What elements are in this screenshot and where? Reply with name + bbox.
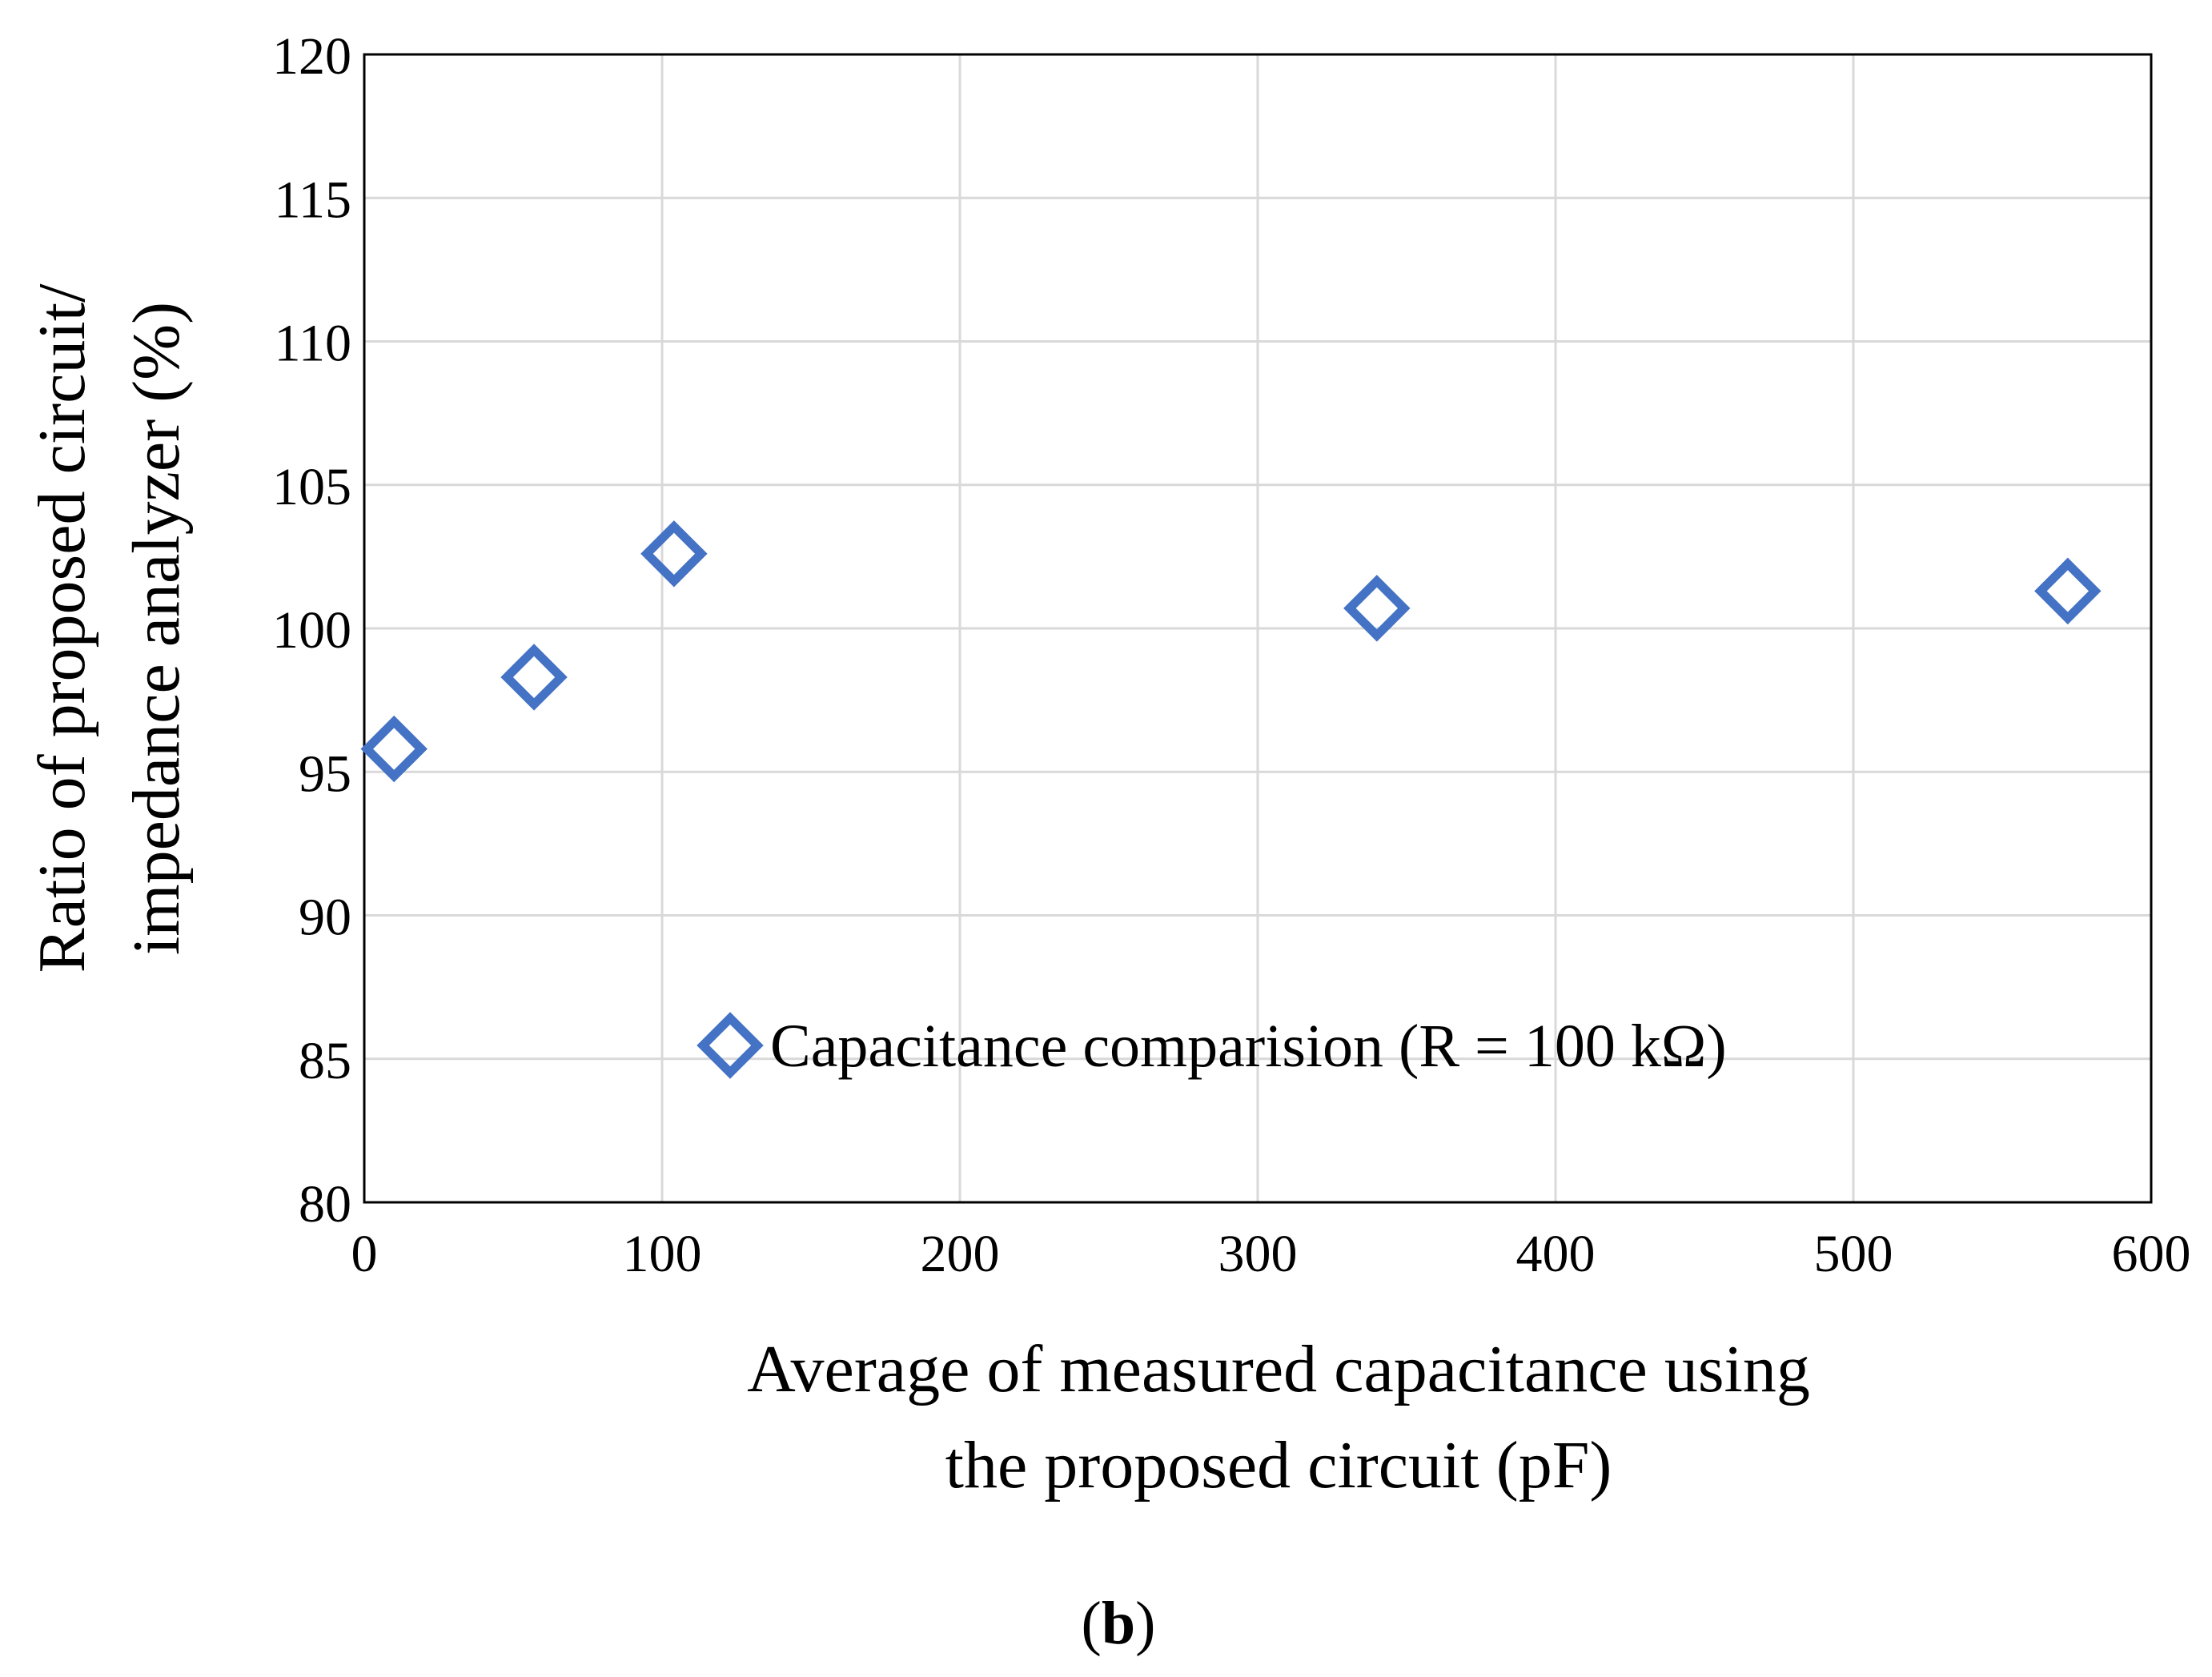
panel-label: (b) — [1082, 1590, 1156, 1657]
legend-marker-icon — [697, 1012, 764, 1079]
y-tick-label-1: 85 — [299, 1032, 351, 1090]
data-point-1 — [500, 644, 568, 711]
x-tick-label-0: 0 — [351, 1225, 378, 1283]
data-point-2 — [640, 520, 708, 588]
panel-label-close: ) — [1135, 1590, 1155, 1657]
y-tick-label-2: 90 — [299, 889, 351, 947]
y-tick-label-8: 120 — [272, 27, 351, 86]
y-tick-label-5: 105 — [272, 458, 351, 516]
y-axis-title-line-2: impedance analyzer (%) — [119, 302, 194, 955]
y-axis-title: Ratio of proposed circuit/ impedance ana… — [25, 283, 194, 973]
panel-label-letter: b — [1102, 1590, 1135, 1657]
data-points — [360, 520, 2102, 783]
legend-label: Capacitance comparision (R = 100 kΩ) — [770, 1013, 1727, 1080]
y-tick-label-0: 80 — [299, 1175, 351, 1234]
y-tick-label-3: 95 — [299, 744, 351, 803]
x-tick-label-1: 100 — [623, 1225, 702, 1283]
x-tick-label-6: 600 — [2112, 1225, 2191, 1283]
panel-label-open: ( — [1082, 1590, 1102, 1657]
y-axis-title-line-1: Ratio of proposed circuit/ — [25, 283, 99, 973]
y-tick-label-4: 100 — [272, 601, 351, 660]
data-point-3 — [1343, 575, 1411, 642]
x-axis-title: Average of measured capacitance using th… — [747, 1332, 1810, 1502]
legend: Capacitance comparision (R = 100 kΩ) — [697, 1012, 1727, 1080]
x-tick-label-3: 300 — [1218, 1225, 1298, 1283]
plot-area-frame — [363, 53, 2153, 1204]
gridlines — [364, 54, 2151, 1202]
x-tick-label-5: 500 — [1814, 1225, 1893, 1283]
x-axis-title-line-2: the proposed circuit (pF) — [945, 1428, 1612, 1502]
x-axis-title-line-1: Average of measured capacitance using — [747, 1332, 1810, 1406]
y-tick-label-6: 110 — [274, 315, 351, 373]
y-tick-label-7: 115 — [274, 171, 351, 229]
x-tick-label-4: 400 — [1516, 1225, 1596, 1283]
y-axis-ticks: 80 85 90 95 100 105 110 115 120 — [272, 27, 351, 1234]
data-point-4 — [2034, 557, 2102, 625]
data-point-0 — [360, 715, 428, 783]
x-axis-ticks: 0 100 200 300 400 500 600 — [351, 1225, 2191, 1283]
x-tick-label-2: 200 — [921, 1225, 1000, 1283]
